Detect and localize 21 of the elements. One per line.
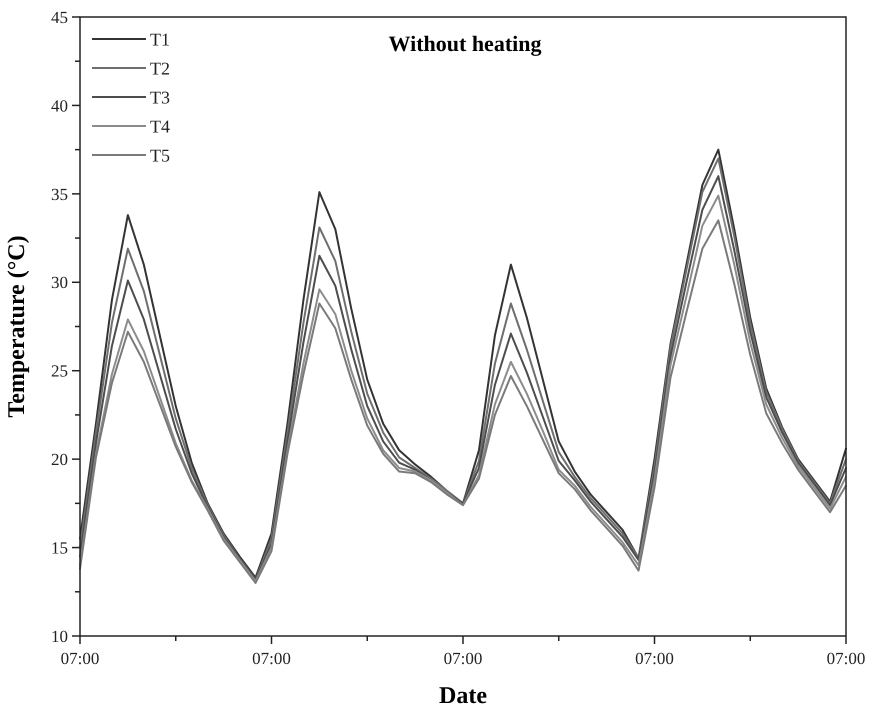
x-tick-label: 07:00 — [635, 649, 674, 668]
y-tick-label: 10 — [51, 626, 68, 646]
x-tick-label: 07:00 — [826, 649, 866, 668]
legend-label: T3 — [150, 87, 170, 108]
legend-label: T2 — [150, 58, 170, 78]
x-tick-label: 07:00 — [252, 649, 291, 668]
legend-label: T1 — [150, 29, 170, 50]
legend-label: T4 — [150, 116, 170, 136]
y-tick-label: 40 — [51, 96, 68, 116]
y-tick-label: 35 — [51, 184, 68, 204]
y-tick-label: 25 — [51, 362, 68, 381]
y-tick-label: 20 — [51, 450, 68, 470]
y-tick-label: 15 — [51, 538, 68, 558]
y-tick-label: 45 — [51, 8, 68, 27]
legend-label: T5 — [150, 145, 170, 166]
y-tick-label: 30 — [51, 273, 68, 292]
x-tick-label: 07:00 — [60, 649, 100, 668]
text: Without heating — [388, 31, 542, 56]
x-axis-title: Date — [439, 683, 488, 709]
x-tick-label: 07:00 — [444, 649, 482, 668]
y-axis-title: Temperature (°C) — [4, 235, 30, 418]
